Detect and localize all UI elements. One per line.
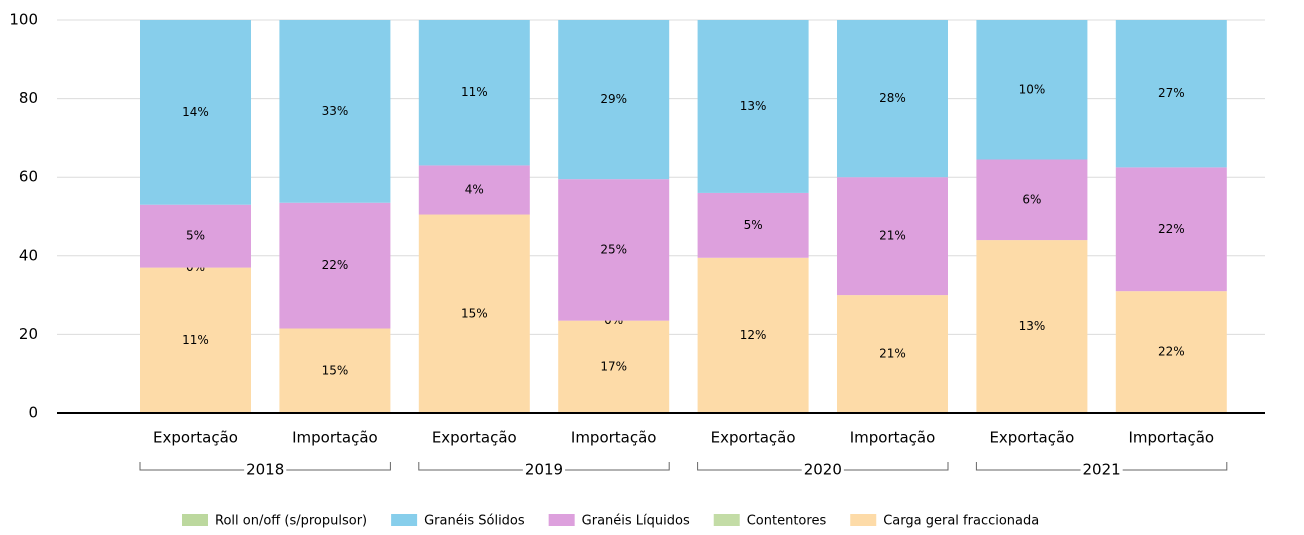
x-tick-label: Exportação (711, 429, 796, 447)
data-label: 21% (879, 347, 906, 361)
data-label: 17% (600, 359, 627, 373)
bar-segment (976, 240, 1088, 413)
data-label: 25% (600, 242, 627, 256)
data-label: 6% (1022, 192, 1041, 206)
bar-segment (837, 20, 948, 178)
x-tick-label: Importação (850, 429, 936, 447)
legend-swatch (391, 514, 418, 526)
bar-segment (418, 165, 530, 215)
data-label: 27% (1158, 86, 1185, 100)
data-label: 21% (879, 229, 906, 243)
y-tick-label: 40 (19, 246, 38, 264)
bar-segment (279, 328, 391, 413)
x-tick-label: Importação (571, 429, 657, 447)
bar-segment (140, 267, 251, 413)
y-tick-label: 100 (9, 11, 38, 29)
data-label: 10% (1019, 82, 1046, 96)
data-label: 22% (1158, 345, 1185, 359)
x-tick-label: Exportação (153, 429, 238, 447)
group-bracket (139, 462, 391, 471)
bar-segment (837, 177, 948, 296)
bar-segment (140, 20, 251, 205)
data-label: 13% (1019, 319, 1046, 333)
bar-segment (558, 320, 670, 413)
data-label: 13% (740, 99, 767, 113)
bar-segment (418, 20, 530, 166)
group-label: 2019 (525, 461, 563, 479)
legend-swatch (850, 514, 877, 526)
data-label: 11% (461, 85, 488, 99)
y-tick-label: 60 (19, 168, 38, 186)
legend-label: Granéis Sólidos (424, 514, 525, 529)
group-label: 2018 (246, 461, 284, 479)
bar-segment (976, 20, 1088, 160)
group-bracket (697, 462, 949, 471)
data-label: 11% (182, 333, 209, 347)
data-label: 33% (322, 104, 349, 118)
y-tick-label: 0 (28, 404, 38, 422)
group-bracket (418, 462, 670, 471)
legend-label: Granéis Líquidos (582, 514, 690, 529)
legend-label: Contentores (747, 514, 827, 529)
bar-segment (697, 20, 809, 193)
bar-segment (140, 204, 251, 268)
data-label: 5% (186, 229, 205, 243)
legend-label: Carga geral fraccionada (883, 514, 1039, 529)
data-label: 22% (322, 258, 349, 272)
data-label: 28% (879, 91, 906, 105)
legend-swatch (713, 514, 740, 526)
bar-segment (279, 202, 391, 329)
bar-segment (837, 295, 948, 413)
bar-segment (558, 20, 670, 180)
group-bracket (975, 462, 1228, 471)
data-label: 4% (465, 182, 484, 196)
data-label: 22% (1158, 222, 1185, 236)
x-tick-label: Importação (292, 429, 378, 447)
data-label: 14% (182, 105, 209, 119)
bar-segment (558, 179, 670, 321)
bar-segment (697, 192, 809, 258)
data-label: 5% (744, 218, 763, 232)
data-label: 12% (740, 328, 767, 342)
bar-segment (1115, 20, 1227, 168)
legend-swatch (182, 514, 208, 526)
group-label: 2021 (1083, 461, 1121, 479)
legend-label: Roll on/off (s/propulsor) (215, 514, 367, 529)
bar-segment (697, 257, 809, 413)
y-tick-label: 20 (19, 325, 38, 343)
x-tick-label: Importação (1129, 429, 1215, 447)
data-label: 15% (461, 306, 488, 320)
y-tick-label: 80 (19, 89, 38, 107)
bar-segment (279, 20, 391, 203)
x-tick-label: Exportação (989, 429, 1074, 447)
data-label: 29% (600, 92, 627, 106)
bar-segment (976, 159, 1088, 241)
data-label: 15% (322, 363, 349, 377)
legend-swatch (548, 514, 575, 526)
group-label: 2020 (804, 461, 842, 479)
bar-segment (1115, 291, 1227, 413)
x-tick-label: Exportação (432, 429, 517, 447)
bar-segment (418, 214, 530, 413)
bar-segment (1115, 167, 1227, 292)
